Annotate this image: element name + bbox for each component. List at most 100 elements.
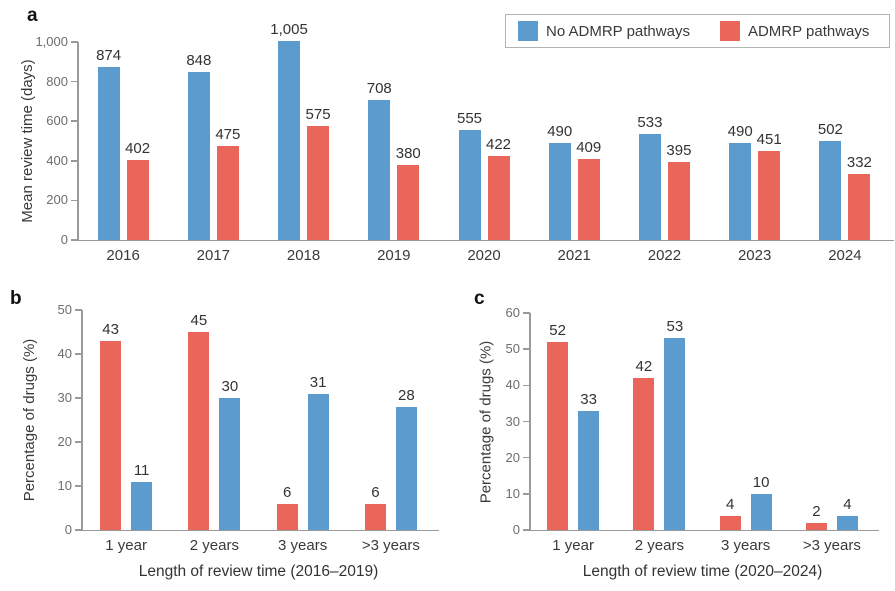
bar-value-label: 43 (102, 320, 119, 338)
panel-c-plot: 0 10 20 30 40 50 60 1 year 52 33 2 years 42 53 3 year… (506, 305, 879, 554)
bar (758, 150, 781, 240)
y-tick-label: 40 (57, 346, 72, 361)
bar (131, 481, 153, 530)
bar-value-label: 10 (752, 473, 770, 491)
legend-swatch-blue-icon (518, 21, 538, 41)
legend-item-no-admrp: No ADMRP pathways (518, 21, 690, 41)
y-tick-label: 10 (57, 478, 72, 493)
y-tick-mark (523, 384, 530, 387)
bar (577, 159, 600, 240)
y-tick-label: 1,000 (35, 34, 68, 49)
y-tick-label: 60 (505, 305, 520, 320)
bar (97, 66, 120, 240)
y-tick-mark (523, 456, 530, 459)
bar (188, 332, 210, 530)
bar-value-label: 1,005 (270, 21, 308, 39)
x-category-label: 2018 (286, 247, 321, 264)
x-category-label: 2020 (467, 247, 501, 264)
bar-value-label: 409 (576, 139, 602, 157)
panel-a-plot: 0 200 400 600 800 1,000 2016 874 402 2017 848 475 20… (35, 21, 894, 264)
y-tick-label: 0 (64, 522, 72, 537)
panel-b-y-axis-title: Percentage of drugs (%) (21, 338, 38, 502)
y-axis-line (81, 310, 83, 530)
legend-label: ADMRP pathways (747, 22, 870, 40)
bar-value-label: 380 (395, 144, 421, 162)
bar (278, 41, 301, 240)
bar (458, 130, 481, 240)
bar-value-label: 28 (398, 386, 415, 404)
bar-value-label: 4 (725, 495, 735, 513)
bar (729, 142, 752, 240)
x-category-label: 2024 (828, 247, 862, 264)
panel-a-letter: a (27, 5, 38, 26)
bar-value-label: 395 (666, 141, 692, 159)
y-tick-label: 40 (505, 377, 520, 393)
x-axis-line (77, 239, 894, 241)
y-tick-label: 50 (57, 302, 72, 317)
bar (638, 134, 661, 240)
x-category-label: >3 years (361, 537, 420, 554)
y-tick-mark (75, 353, 82, 355)
bar-value-label: 874 (96, 46, 122, 64)
y-tick-mark (75, 309, 82, 311)
bar-value-label: 332 (846, 154, 872, 172)
bar-value-label: 4 (843, 495, 852, 513)
bar (664, 338, 686, 530)
bar-value-label: 502 (817, 120, 843, 138)
x-category-label: 1 year (552, 537, 594, 554)
bar (187, 72, 210, 240)
x-category-label: 2019 (377, 247, 411, 264)
bar-value-label: 533 (637, 114, 663, 132)
bar-value-label: 42 (635, 358, 653, 376)
panel-c-letter: c (474, 288, 485, 309)
y-tick-mark (71, 120, 78, 122)
legend-swatch-red-icon (719, 21, 740, 41)
bar-value-label: 45 (190, 312, 208, 329)
bar (750, 493, 772, 530)
y-tick-label: 20 (505, 449, 520, 465)
panel-b-letter: b (10, 288, 22, 309)
y-tick-label: 200 (46, 192, 68, 208)
bar (397, 164, 420, 240)
bar-value-label: 2 (812, 502, 821, 520)
x-category-label: >3 years (802, 537, 861, 554)
bar-value-label: 848 (186, 52, 212, 70)
bar-value-label: 52 (549, 321, 566, 339)
y-tick-mark (75, 485, 82, 487)
y-tick-mark (523, 493, 530, 495)
bar-value-label: 402 (125, 140, 151, 158)
bar-value-label: 490 (727, 122, 753, 140)
bar (805, 522, 827, 530)
y-tick-label: 10 (505, 485, 520, 501)
y-tick-mark (71, 199, 78, 202)
y-tick-label: 20 (57, 434, 72, 449)
bar-value-label: 11 (133, 461, 150, 479)
bar (364, 503, 386, 530)
bar-value-label: 6 (371, 483, 380, 501)
bar-value-label: 33 (580, 390, 597, 408)
legend-item-admrp: ADMRP pathways (719, 21, 870, 41)
bar (487, 156, 510, 240)
y-tick-mark (75, 397, 82, 399)
y-axis-line (77, 42, 79, 240)
legend-label: No ADMRP pathways (546, 22, 690, 40)
y-tick-mark (523, 348, 530, 350)
y-tick-mark (75, 441, 82, 443)
bar (276, 503, 298, 530)
bar-value-label: 490 (547, 122, 573, 140)
bar-value-label: 30 (221, 378, 239, 395)
y-tick-mark (75, 529, 82, 531)
x-category-label: 2 years (189, 537, 239, 554)
bar (219, 398, 241, 530)
bar (819, 140, 842, 240)
bar (848, 174, 871, 240)
panel-a-y-axis-title: Mean review time (days) (19, 59, 36, 223)
bar (719, 515, 741, 530)
bar (368, 99, 391, 240)
bar (395, 406, 417, 530)
bar (307, 393, 329, 530)
bar (100, 340, 122, 530)
x-category-label: 2023 (737, 247, 772, 264)
x-category-label: 3 years (721, 537, 771, 554)
